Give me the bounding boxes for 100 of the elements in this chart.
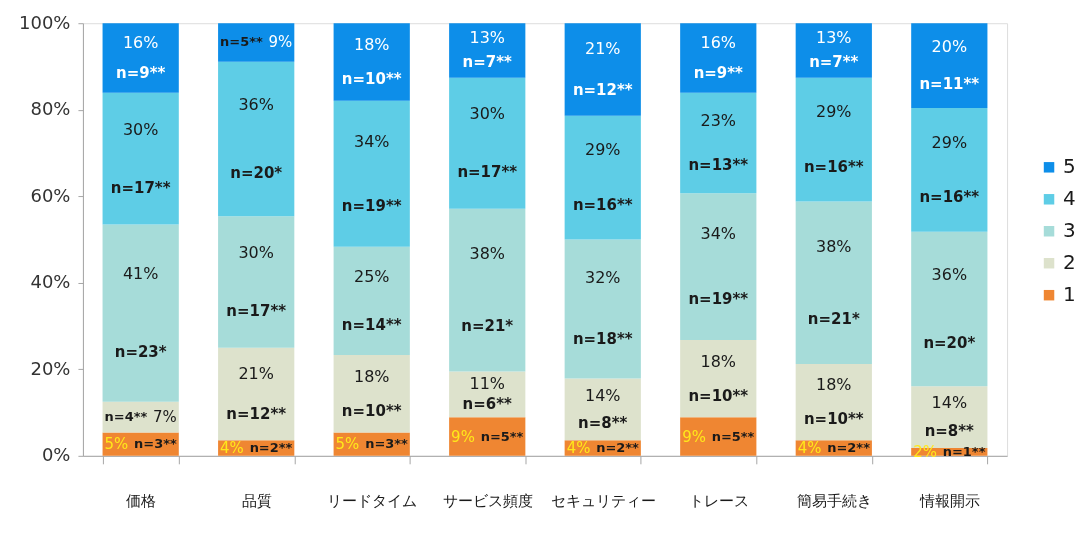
- data-label: 29%: [931, 132, 968, 152]
- data-label: 7%: [153, 408, 177, 427]
- bar: [911, 231, 988, 387]
- annotation: n=21*: [461, 316, 514, 335]
- data-label: 16%: [122, 32, 159, 52]
- data-label: 16%: [700, 32, 737, 52]
- data-label: 30%: [238, 242, 274, 262]
- data-label: 18%: [353, 34, 390, 54]
- annotation: n=12**: [572, 80, 633, 99]
- annotation: n=10**: [341, 401, 402, 420]
- data-label: 38%: [469, 244, 505, 264]
- y-tick-label: 100%: [19, 11, 71, 33]
- data-label: 29%: [585, 140, 621, 160]
- data-label: 13%: [816, 28, 852, 48]
- annotation: n=16**: [572, 195, 633, 214]
- bar: [218, 347, 295, 441]
- y-tick-label: 0%: [41, 444, 71, 466]
- annotation: n=8**: [924, 421, 975, 440]
- legend-label: 1: [1063, 282, 1076, 307]
- data-label: 30%: [122, 119, 159, 139]
- bar: [449, 208, 526, 372]
- x-tick-label: 簡易手続き: [796, 492, 872, 511]
- annotation: n=6**: [462, 395, 513, 414]
- annotation: n=1**: [942, 443, 986, 459]
- annotation: n=8**: [578, 413, 628, 432]
- x-tick-label: 価格: [126, 492, 157, 511]
- bar: [911, 108, 988, 232]
- data-label: 4%: [797, 439, 822, 458]
- bar: [680, 23, 757, 93]
- x-tick-label: トレース: [688, 492, 749, 511]
- annotation: n=5**: [480, 428, 524, 444]
- legend-label: 5: [1063, 154, 1076, 179]
- y-tick-label: 20%: [30, 357, 71, 379]
- bar: [680, 193, 757, 340]
- annotation: n=20*: [230, 163, 283, 182]
- legend-label: 3: [1063, 218, 1076, 243]
- data-label: 32%: [585, 268, 621, 288]
- data-label: 14%: [585, 385, 621, 405]
- data-label: 9%: [451, 427, 475, 446]
- y-tick-label: 40%: [30, 271, 71, 293]
- bar: [102, 23, 179, 93]
- bar: [333, 23, 410, 101]
- annotation: n=14**: [341, 315, 402, 334]
- data-label: 21%: [585, 39, 621, 59]
- y-tick-label: 60%: [30, 184, 71, 206]
- annotation: n=5**: [220, 34, 263, 50]
- bar: [102, 224, 179, 402]
- bar: [564, 115, 641, 240]
- data-label: 9%: [682, 427, 706, 446]
- data-label: 34%: [353, 131, 390, 151]
- bar: [564, 23, 641, 116]
- bar: [911, 23, 988, 109]
- annotation: n=16**: [803, 157, 864, 176]
- y-tick-label: 80%: [30, 98, 71, 120]
- bar: [449, 77, 526, 209]
- annotation: n=9**: [693, 64, 744, 83]
- x-tick-label: セキュリティー: [550, 492, 656, 511]
- annotation: n=3**: [365, 436, 409, 452]
- x-tick-label: リードタイム: [327, 492, 418, 511]
- data-label: 29%: [816, 102, 852, 122]
- bar: [795, 77, 872, 202]
- legend-label: 4: [1063, 186, 1076, 211]
- data-label: 18%: [816, 375, 852, 395]
- x-tick-label: サービス頻度: [442, 492, 533, 511]
- data-label: 36%: [238, 94, 274, 114]
- annotation: n=17**: [110, 178, 171, 197]
- bar: [564, 239, 641, 379]
- bar: [218, 61, 295, 217]
- data-label: 38%: [816, 236, 852, 256]
- bar: [795, 201, 872, 365]
- annotation: n=19**: [688, 289, 749, 308]
- bar: [218, 216, 295, 348]
- annotation: n=10**: [341, 69, 402, 88]
- data-label: 25%: [353, 267, 390, 287]
- data-label: 18%: [700, 351, 737, 371]
- annotation: n=2**: [249, 440, 293, 456]
- data-label: 2%: [913, 442, 937, 461]
- annotation: n=7**: [462, 53, 513, 72]
- annotation: n=18**: [572, 330, 633, 349]
- annotation: n=23*: [114, 343, 167, 362]
- data-label: 34%: [700, 224, 737, 244]
- data-label: 21%: [238, 363, 274, 383]
- data-label: 36%: [931, 264, 968, 284]
- annotation: n=2**: [827, 440, 871, 456]
- annotation: n=21*: [807, 309, 860, 328]
- annotation: n=4**: [104, 409, 148, 425]
- bar: [333, 100, 410, 247]
- bar: [680, 92, 757, 194]
- data-label: 20%: [931, 36, 968, 56]
- annotation: n=17**: [457, 163, 518, 182]
- x-tick-label: 品質: [241, 492, 272, 511]
- data-label: 14%: [931, 393, 968, 413]
- data-label: 11%: [469, 374, 505, 394]
- data-label: 23%: [700, 110, 737, 130]
- x-tick-label: 情報開示: [918, 492, 980, 511]
- data-label: 41%: [122, 264, 159, 284]
- data-label: 9%: [268, 33, 293, 52]
- data-label: 13%: [469, 28, 505, 48]
- annotation: n=16**: [919, 188, 980, 207]
- annotation: n=7**: [809, 53, 859, 72]
